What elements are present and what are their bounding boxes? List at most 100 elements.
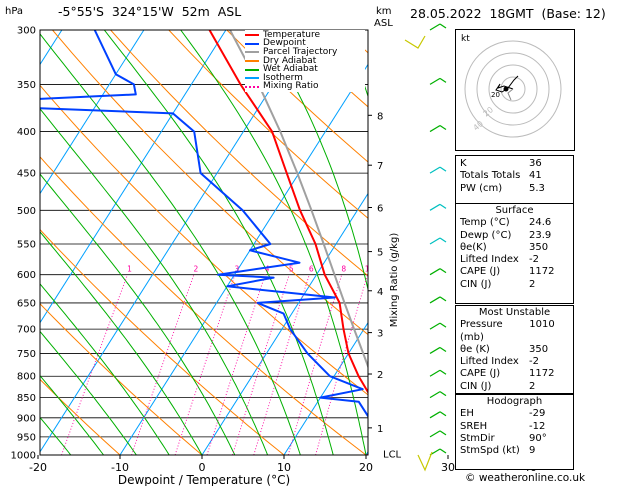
wind-barb-flag bbox=[439, 166, 447, 172]
datetime-title: 28.05.2022 18GMT (Base: 12) bbox=[410, 6, 606, 21]
parcel-trajectory-line bbox=[229, 30, 368, 370]
legend-label: Wet Adiabat bbox=[263, 64, 318, 75]
most-unstable-title: Most Unstable bbox=[478, 307, 551, 318]
index-row: K 36 bbox=[456, 158, 573, 170]
wet-adiabat bbox=[40, 173, 236, 455]
mixing-ratio-line bbox=[174, 274, 236, 455]
temp-tick-label: -10 bbox=[111, 461, 129, 474]
isotherm-line bbox=[40, 30, 309, 453]
km-tick-label: 4 bbox=[377, 287, 383, 298]
mixing-ratio-label: 3 bbox=[235, 265, 240, 274]
wet-adiabat bbox=[180, 30, 367, 455]
chart-legend: Temperature Dewpoint Parcel Trajectory Dry … bbox=[245, 29, 365, 93]
hodo-stat-value: -29 bbox=[529, 408, 546, 420]
mu-label: CIN (J) bbox=[460, 380, 492, 392]
legend-swatch bbox=[245, 34, 259, 37]
index-value: 5.3 bbox=[529, 182, 545, 194]
pressure-tick-label: 850 bbox=[17, 393, 36, 404]
hodograph-stats-title: Hodograph bbox=[486, 396, 543, 407]
mixing-ratio-label: 8 bbox=[341, 265, 346, 274]
pressure-tick-label: 400 bbox=[17, 127, 36, 138]
temp-tick-label: 10 bbox=[277, 461, 291, 474]
temp-tick-label: 30 bbox=[441, 461, 455, 474]
wind-barb-staff bbox=[429, 430, 441, 438]
mixing-ratio-label: 6 bbox=[309, 265, 314, 274]
footer-credit: © weatheronline.co.uk bbox=[465, 472, 586, 484]
wind-barb-flag bbox=[439, 296, 447, 302]
wind-barb-staff bbox=[429, 268, 441, 276]
hodo-ring-label-20: 20 bbox=[482, 105, 496, 118]
mixing-ratio-label: 10 bbox=[365, 265, 375, 274]
km-tick-label: 6 bbox=[377, 203, 383, 214]
index-value: 41 bbox=[529, 170, 542, 182]
wind-barb-staff bbox=[429, 296, 441, 304]
surface-label: Lifted Index bbox=[460, 254, 519, 266]
hodo-storm-dot bbox=[503, 86, 509, 92]
index-label: Totals Totals bbox=[460, 170, 521, 182]
mixing-ratio-line bbox=[405, 275, 452, 455]
mu-row: θe (K) 350 bbox=[456, 344, 573, 356]
wind-barb-flag bbox=[439, 268, 447, 274]
isotherm-line bbox=[612, 30, 629, 455]
mixing-ratio-line bbox=[206, 274, 266, 455]
wind-barb-staff bbox=[429, 237, 441, 245]
hodo-stat-row: SREH -12 bbox=[456, 421, 573, 433]
dry-adiabat bbox=[52, 30, 368, 336]
mu-value: 1172 bbox=[529, 368, 555, 380]
surface-value: 2 bbox=[529, 278, 536, 290]
mixing-ratio-label: 15 bbox=[413, 265, 423, 274]
legend-item: Dewpoint bbox=[245, 39, 365, 49]
mu-label: Pressure (mb) bbox=[460, 319, 503, 343]
wind-barb-staff bbox=[429, 23, 441, 31]
surface-title: Surface bbox=[495, 205, 534, 216]
pressure-tick-label: 1000 bbox=[11, 451, 36, 462]
pressure-tick-label: 650 bbox=[17, 298, 36, 309]
mu-label: θe (K) bbox=[460, 343, 490, 355]
surface-label: θe(K) bbox=[460, 241, 487, 253]
dry-adiabat bbox=[40, 156, 367, 455]
pressure-tick-label: 300 bbox=[17, 26, 36, 37]
temperature-line bbox=[208, 30, 368, 394]
wind-barb-flag bbox=[439, 411, 447, 417]
dry-adiabat bbox=[40, 84, 368, 396]
legend-swatch bbox=[245, 85, 259, 88]
hodo-arrow-label: 20 bbox=[491, 91, 500, 99]
mu-row: CAPE (J) 1172 bbox=[456, 368, 573, 380]
wind-barb-flag bbox=[439, 125, 447, 131]
mu-value: -2 bbox=[529, 356, 539, 368]
legend-item: Temperature bbox=[245, 29, 365, 40]
surface-row: CAPE (J) 1172 bbox=[456, 266, 573, 278]
wind-barb-staff bbox=[429, 125, 441, 133]
surface-row: CIN (J) 2 bbox=[456, 279, 573, 291]
wet-adiabat bbox=[40, 108, 269, 455]
lcl-label: LCL bbox=[383, 450, 402, 461]
wind-barb-flag bbox=[439, 346, 447, 352]
isotherm-line bbox=[201, 192, 368, 455]
hodo-ring-label-40: 40 bbox=[472, 119, 486, 132]
surface-value: 23.9 bbox=[529, 229, 552, 241]
mu-label: CAPE (J) bbox=[460, 368, 501, 380]
mu-row: Lifted Index -2 bbox=[456, 356, 573, 368]
hodo-ring-40 bbox=[464, 40, 562, 138]
dry-adiabat bbox=[226, 30, 368, 163]
surface-label: Dewp (°C) bbox=[460, 229, 512, 241]
mu-row: Pressure (mb) 1010 bbox=[456, 319, 573, 344]
wind-barb-top bbox=[404, 35, 426, 49]
hodo-trace bbox=[495, 75, 519, 93]
legend-label: Temperature bbox=[263, 29, 321, 40]
hodo-ring-10 bbox=[500, 76, 526, 102]
dry-adiabat bbox=[40, 228, 285, 455]
pressure-tick-label: 550 bbox=[17, 239, 36, 250]
wind-barb-flag bbox=[439, 23, 447, 29]
isotherm-line bbox=[40, 30, 145, 195]
hodo-kt-label: kt bbox=[461, 34, 470, 44]
surface-value: -2 bbox=[529, 254, 539, 266]
dry-adiabat bbox=[40, 303, 203, 455]
pressure-tick-label: 600 bbox=[17, 270, 36, 281]
dry-adiabat bbox=[40, 378, 121, 455]
legend-item: Wet Adiabat bbox=[245, 65, 365, 74]
hodo-stat-row: EH -29 bbox=[456, 408, 573, 420]
mixing-ratio-label: 5 bbox=[289, 265, 294, 274]
pressure-tick-label: 800 bbox=[17, 372, 36, 383]
mixing-ratio-label: 2 bbox=[193, 265, 198, 274]
